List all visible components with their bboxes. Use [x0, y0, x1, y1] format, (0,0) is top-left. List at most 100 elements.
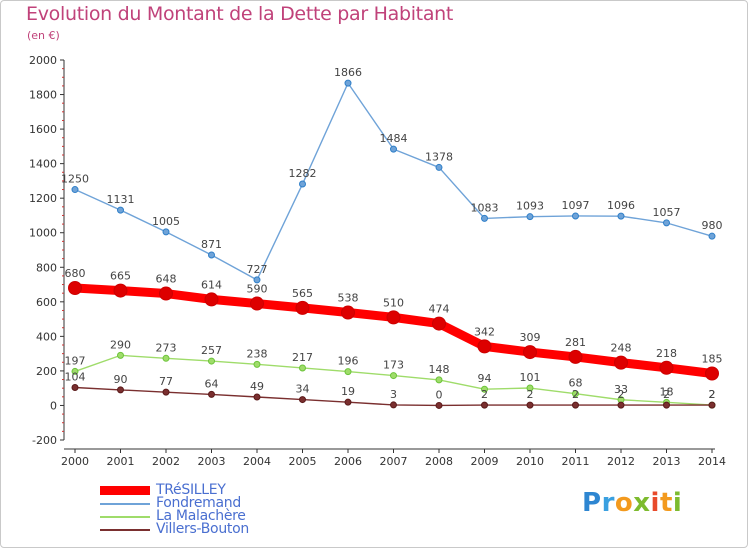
data-label: 680: [65, 267, 86, 280]
data-label: 871: [201, 238, 222, 251]
data-point: [663, 401, 670, 409]
data-label: 565: [292, 287, 313, 300]
data-label: 90: [114, 373, 128, 386]
data-label: 218: [656, 347, 677, 360]
data-label: 510: [383, 296, 404, 309]
legend-swatch: [100, 486, 150, 495]
data-point: [614, 355, 628, 370]
y-tick-label: 400: [36, 330, 57, 343]
data-point: [71, 383, 79, 391]
y-tick-label: 1600: [29, 123, 57, 136]
legend-label: Fondremand: [156, 495, 241, 511]
data-point: [617, 212, 625, 220]
x-tick-label: 2002: [152, 455, 180, 468]
data-point: [572, 212, 579, 220]
data-label: 1083: [471, 201, 499, 214]
data-label: 196: [338, 355, 359, 368]
data-point: [341, 305, 355, 320]
x-tick-label: 2012: [607, 455, 635, 468]
chart-title: Evolution du Montant de la Dette par Hab…: [26, 3, 454, 25]
data-point: [208, 390, 215, 398]
x-tick-label: 2006: [334, 455, 362, 468]
data-point: [344, 368, 352, 376]
data-label: 2: [481, 388, 488, 401]
data-point: [159, 286, 173, 301]
data-point: [299, 180, 306, 188]
data-point: [526, 213, 534, 221]
data-point: [572, 390, 579, 398]
legend-label: TRéSILLEY: [156, 482, 226, 498]
data-point: [477, 339, 492, 354]
data-point: [253, 360, 261, 368]
data-label: 101: [520, 371, 541, 384]
data-point: [208, 357, 215, 365]
y-tick-label: 0: [50, 399, 57, 412]
data-label: 727: [247, 263, 268, 276]
data-label: 2: [618, 388, 625, 401]
y-tick-label: 1800: [29, 89, 57, 102]
data-label: 281: [565, 336, 586, 349]
data-point: [526, 401, 534, 409]
data-label: 2: [663, 388, 670, 401]
data-label: 1131: [107, 193, 135, 206]
data-point: [204, 292, 219, 307]
x-tick-label: 2003: [198, 455, 226, 468]
data-point: [344, 398, 352, 406]
data-label: 104: [65, 370, 86, 383]
x-tick-label: 2007: [380, 455, 408, 468]
legend-item-tresilley: TRéSILLEY: [100, 482, 249, 498]
data-point: [299, 364, 306, 372]
data-label: 3: [390, 388, 397, 401]
data-label: 1097: [562, 199, 590, 212]
data-label: 148: [429, 363, 450, 376]
data-point: [344, 79, 352, 87]
y-tick-label: 800: [36, 261, 57, 274]
legend-swatch: [100, 502, 150, 505]
y-tick-label: 1000: [29, 227, 57, 240]
data-point: [71, 367, 79, 375]
data-label: 185: [702, 353, 723, 366]
x-tick-label: 2005: [289, 455, 317, 468]
data-label: 273: [156, 341, 177, 354]
data-label: 590: [247, 283, 268, 296]
data-point: [208, 251, 215, 259]
data-point: [705, 366, 719, 381]
data-point: [253, 276, 261, 284]
data-point: [481, 385, 488, 393]
data-label: 257: [201, 344, 222, 357]
data-label: 238: [247, 347, 268, 360]
x-tick-label: 2004: [243, 455, 271, 468]
data-label: 18: [660, 385, 674, 398]
data-label: 290: [110, 338, 131, 351]
data-point: [617, 401, 625, 409]
data-point: [299, 396, 306, 404]
y-tick-label: 600: [36, 296, 57, 309]
data-point: [68, 281, 82, 295]
data-point: [432, 316, 446, 331]
y-tick-label: 1200: [29, 192, 57, 205]
y-tick-label: 1400: [29, 158, 57, 171]
y-tick-label: 2000: [29, 54, 57, 67]
legend-swatch: [100, 515, 150, 518]
data-point: [253, 393, 261, 401]
data-label: 614: [201, 278, 222, 291]
x-tick-label: 2000: [61, 455, 89, 468]
data-label: 2: [709, 388, 716, 401]
data-point: [708, 232, 716, 240]
data-point: [568, 349, 583, 364]
data-label: 980: [702, 219, 723, 232]
data-label: 2: [572, 388, 579, 401]
data-point: [113, 283, 128, 298]
data-label: 248: [611, 342, 632, 355]
data-label: 197: [65, 354, 86, 367]
data-label: 64: [205, 377, 219, 390]
data-point: [117, 206, 124, 214]
x-tick-label: 2009: [471, 455, 499, 468]
data-label: 94: [478, 372, 492, 385]
series-line: [74, 82, 713, 281]
data-point: [162, 354, 170, 362]
y-tick-label: 200: [36, 365, 57, 378]
data-label: 217: [292, 351, 313, 364]
